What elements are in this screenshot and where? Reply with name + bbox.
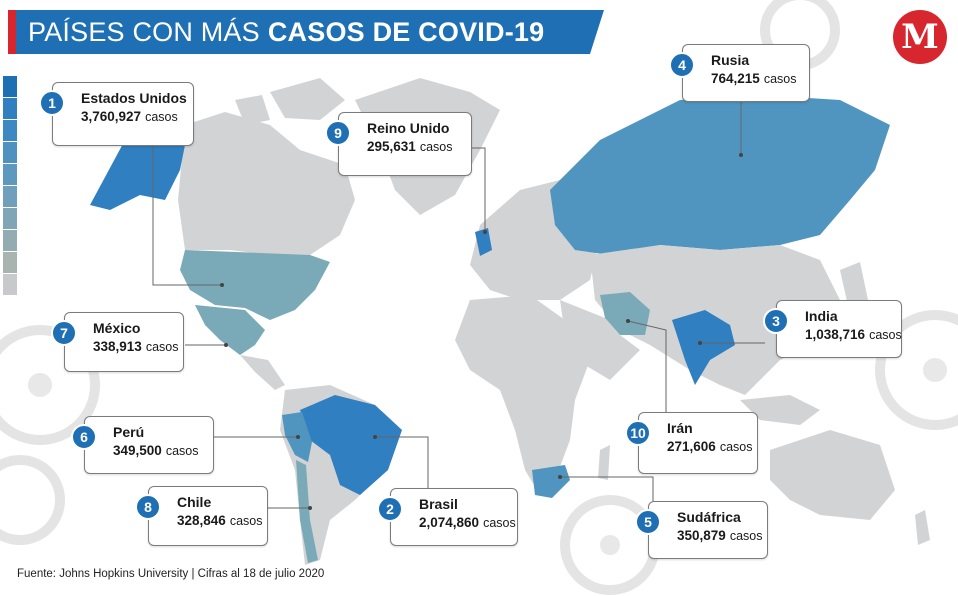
legend-swatch [3, 120, 17, 142]
case-count: 1,038,716 [805, 327, 866, 342]
card-brasil: 2 Brasil 2,074,860 casos [377, 488, 518, 546]
rank-badge: 4 [669, 52, 695, 78]
case-count: 3,760,927 [81, 109, 142, 124]
country-name: Brasil [419, 496, 458, 512]
card-mexico: 7 México 338,913 casos [51, 312, 184, 372]
chile-shape [296, 460, 318, 563]
rank-badge: 6 [71, 424, 97, 450]
case-unit: casos [145, 110, 178, 124]
case-unit: casos [165, 444, 199, 458]
case-count: 2,074,860 [419, 515, 480, 530]
country-name: México [93, 320, 141, 336]
color-legend [3, 76, 17, 296]
brazil-shape [300, 395, 402, 495]
rank-badge: 2 [377, 496, 403, 522]
card-india: 3 India 1,038,716 casos [763, 300, 902, 358]
case-unit: casos [719, 440, 753, 454]
legend-swatch [3, 76, 17, 98]
card-sudafrica: 5 Sudáfrica 350,879 casos [635, 501, 768, 559]
south-africa-shape [532, 465, 570, 498]
country-name: Rusia [711, 52, 750, 68]
case-unit: casos [869, 328, 902, 342]
rank-badge: 1 [39, 90, 65, 116]
milenio-logo-icon: M [893, 10, 947, 64]
canada-shape [178, 112, 355, 255]
case-unit: casos [729, 529, 763, 543]
mexico-shape [195, 305, 265, 355]
card-reino-unido: 9 Reino Unido 295,631 casos [325, 112, 472, 176]
card-estados-unidos: 1 Estados Unidos 3,760,927 casos [39, 82, 194, 146]
rank-badge: 7 [51, 320, 77, 346]
case-count: 328,846 [177, 513, 226, 528]
card-iran: 10 Irán 271,606 casos [625, 412, 758, 474]
legend-swatch [3, 142, 17, 164]
title-bold: CASOS DE COVID-19 [267, 16, 545, 47]
country-name: Irán [667, 420, 693, 436]
case-count: 349,500 [113, 443, 162, 458]
rank-badge: 10 [625, 420, 651, 446]
australia-shape [770, 430, 895, 520]
russia-shape [550, 95, 890, 255]
title-bar: PAÍSES CON MÁS CASOS DE COVID-19 [8, 10, 604, 54]
card-chile: 8 Chile 328,846 casos [135, 486, 268, 546]
rank-badge: 3 [763, 308, 789, 334]
country-name: Estados Unidos [81, 90, 187, 106]
country-name: Perú [113, 424, 145, 440]
legend-swatch [3, 274, 17, 296]
rank-badge: 9 [325, 120, 351, 146]
card-rusia: 4 Rusia 764,215 casos [669, 44, 810, 102]
africa-shape [455, 295, 590, 495]
legend-swatch [3, 230, 17, 252]
case-unit: casos [229, 514, 263, 528]
usa-shape [180, 250, 330, 320]
iran-shape [600, 292, 650, 335]
country-name: Chile [177, 494, 212, 510]
rank-badge: 8 [135, 494, 161, 520]
legend-swatch [3, 164, 17, 186]
case-unit: casos [483, 516, 516, 530]
case-unit: casos [763, 72, 797, 86]
legend-swatch [3, 98, 17, 120]
card-peru: 6 Perú 349,500 casos [71, 416, 214, 474]
country-name: India [805, 308, 838, 324]
country-name: Sudáfrica [677, 509, 741, 525]
legend-swatch [3, 252, 17, 274]
case-count: 350,879 [677, 528, 726, 543]
source-note: Fuente: Johns Hopkins University | Cifra… [17, 568, 325, 580]
rank-badge: 5 [635, 509, 661, 535]
case-count: 295,631 [367, 139, 416, 154]
legend-swatch [3, 186, 17, 208]
case-count: 338,913 [93, 339, 142, 354]
uk-shape [475, 228, 492, 256]
india-shape [672, 310, 735, 385]
title-regular: PAÍSES CON MÁS [28, 16, 260, 47]
case-unit: casos [419, 140, 453, 154]
case-unit: casos [145, 340, 179, 354]
case-count: 764,215 [711, 71, 760, 86]
title-accent [8, 10, 16, 54]
country-name: Reino Unido [367, 120, 450, 136]
case-count: 271,606 [667, 439, 716, 454]
legend-swatch [3, 208, 17, 230]
